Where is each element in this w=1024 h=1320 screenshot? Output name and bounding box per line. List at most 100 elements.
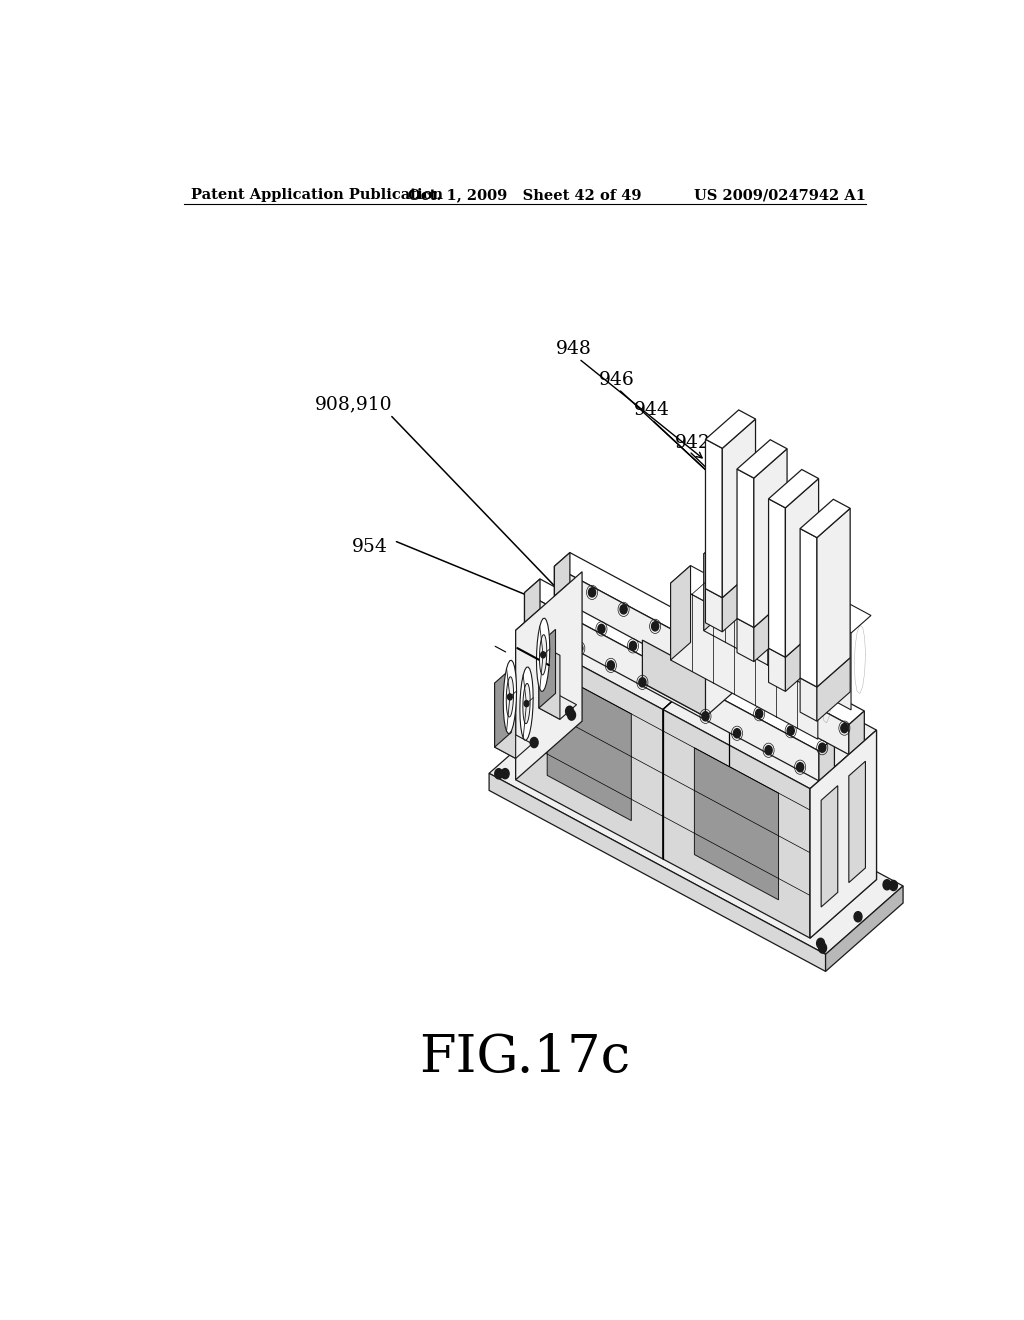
Polygon shape bbox=[516, 572, 582, 780]
Polygon shape bbox=[810, 730, 877, 939]
Polygon shape bbox=[547, 669, 632, 821]
Circle shape bbox=[544, 627, 551, 636]
Polygon shape bbox=[703, 536, 871, 634]
Polygon shape bbox=[821, 785, 838, 907]
Polygon shape bbox=[706, 589, 722, 632]
Text: FIG.17c: FIG.17c bbox=[419, 1032, 631, 1084]
Text: US 2009/0247942 A1: US 2009/0247942 A1 bbox=[694, 189, 866, 202]
Polygon shape bbox=[722, 569, 756, 632]
Circle shape bbox=[630, 642, 637, 651]
Polygon shape bbox=[523, 684, 530, 723]
Polygon shape bbox=[516, 631, 663, 859]
Polygon shape bbox=[754, 449, 787, 627]
Polygon shape bbox=[817, 508, 850, 686]
Polygon shape bbox=[754, 598, 787, 661]
Polygon shape bbox=[800, 678, 817, 721]
Text: Oct. 1, 2009   Sheet 42 of 49: Oct. 1, 2009 Sheet 42 of 49 bbox=[408, 189, 642, 202]
Polygon shape bbox=[495, 682, 516, 759]
Polygon shape bbox=[737, 619, 754, 661]
Polygon shape bbox=[539, 630, 555, 708]
Circle shape bbox=[683, 639, 690, 648]
Polygon shape bbox=[540, 635, 547, 675]
Polygon shape bbox=[524, 579, 835, 751]
Circle shape bbox=[890, 880, 897, 891]
Circle shape bbox=[809, 706, 816, 715]
Circle shape bbox=[883, 879, 891, 890]
Circle shape bbox=[746, 673, 754, 682]
Circle shape bbox=[819, 743, 825, 752]
Polygon shape bbox=[825, 886, 903, 972]
Circle shape bbox=[756, 709, 763, 718]
Polygon shape bbox=[489, 774, 825, 972]
Polygon shape bbox=[694, 748, 778, 900]
Text: 908,910: 908,910 bbox=[315, 396, 393, 413]
Polygon shape bbox=[817, 657, 850, 721]
Polygon shape bbox=[706, 411, 756, 449]
Circle shape bbox=[566, 607, 573, 616]
Polygon shape bbox=[722, 418, 756, 598]
Polygon shape bbox=[524, 579, 540, 623]
Polygon shape bbox=[554, 553, 570, 597]
Polygon shape bbox=[663, 651, 729, 859]
Polygon shape bbox=[495, 733, 532, 759]
Polygon shape bbox=[671, 583, 818, 739]
Circle shape bbox=[508, 694, 512, 700]
Circle shape bbox=[841, 723, 848, 733]
Circle shape bbox=[501, 768, 509, 779]
Text: 942: 942 bbox=[675, 434, 711, 451]
Circle shape bbox=[816, 939, 824, 949]
Polygon shape bbox=[489, 705, 903, 954]
Circle shape bbox=[589, 587, 596, 597]
Polygon shape bbox=[642, 640, 706, 717]
Polygon shape bbox=[539, 693, 577, 719]
Text: Patent Application Publication: Patent Application Publication bbox=[191, 189, 443, 202]
Circle shape bbox=[639, 677, 646, 686]
Circle shape bbox=[495, 768, 503, 779]
Polygon shape bbox=[554, 553, 864, 725]
Polygon shape bbox=[671, 565, 838, 663]
Polygon shape bbox=[785, 628, 818, 692]
Polygon shape bbox=[642, 644, 750, 717]
Text: 940: 940 bbox=[589, 599, 625, 616]
Polygon shape bbox=[819, 738, 835, 781]
Polygon shape bbox=[495, 668, 511, 747]
Polygon shape bbox=[520, 667, 534, 741]
Circle shape bbox=[598, 624, 605, 634]
Circle shape bbox=[701, 711, 709, 721]
Polygon shape bbox=[663, 651, 877, 789]
Circle shape bbox=[818, 942, 826, 953]
Circle shape bbox=[854, 912, 862, 921]
Polygon shape bbox=[703, 536, 724, 631]
Circle shape bbox=[565, 706, 573, 717]
Polygon shape bbox=[516, 572, 729, 710]
Text: 948: 948 bbox=[556, 341, 592, 359]
Polygon shape bbox=[524, 593, 819, 781]
Circle shape bbox=[530, 738, 539, 747]
Polygon shape bbox=[671, 565, 690, 660]
Polygon shape bbox=[503, 660, 516, 734]
Circle shape bbox=[541, 652, 546, 657]
Polygon shape bbox=[769, 648, 785, 692]
Polygon shape bbox=[769, 470, 818, 508]
Polygon shape bbox=[703, 554, 851, 710]
Polygon shape bbox=[800, 528, 817, 686]
Circle shape bbox=[778, 689, 784, 698]
Polygon shape bbox=[537, 618, 550, 692]
Polygon shape bbox=[554, 566, 849, 755]
Circle shape bbox=[575, 644, 583, 653]
Polygon shape bbox=[706, 440, 722, 598]
Polygon shape bbox=[737, 440, 787, 478]
Polygon shape bbox=[800, 499, 850, 537]
Polygon shape bbox=[785, 479, 818, 657]
Circle shape bbox=[524, 701, 528, 706]
Circle shape bbox=[620, 605, 627, 614]
Text: 954: 954 bbox=[352, 537, 388, 556]
Circle shape bbox=[651, 622, 658, 631]
Text: 944: 944 bbox=[634, 401, 670, 420]
Polygon shape bbox=[849, 762, 865, 883]
Circle shape bbox=[733, 729, 740, 738]
Polygon shape bbox=[663, 710, 810, 939]
Circle shape bbox=[607, 661, 614, 671]
Circle shape bbox=[787, 726, 795, 735]
Polygon shape bbox=[769, 499, 785, 657]
